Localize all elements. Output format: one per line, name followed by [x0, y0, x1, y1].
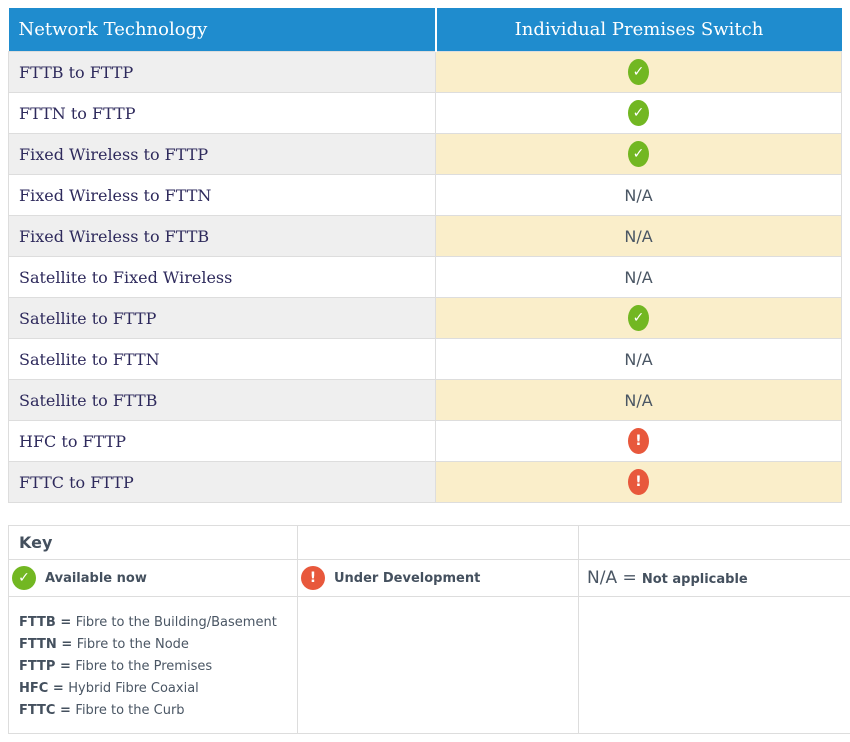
- check-icon: ✓: [628, 141, 649, 167]
- table-row: Satellite to FTTP ✓: [9, 298, 842, 339]
- network-technology-cell: Satellite to FTTP: [9, 298, 436, 339]
- table-row: Satellite to Fixed Wireless N/A: [9, 257, 842, 298]
- exclamation-icon: !: [301, 566, 325, 590]
- legend-available: ✓ Available now: [9, 560, 298, 597]
- table-row: FTTB to FTTP ✓: [9, 52, 842, 93]
- status-cell: ✓: [436, 93, 842, 134]
- check-icon: ✓: [12, 566, 36, 590]
- status-cell: ✓: [436, 52, 842, 93]
- definition-line: HFC = Hybrid Fibre Coaxial: [19, 678, 287, 700]
- legend-available-label: Available now: [45, 571, 147, 586]
- status-cell: N/A: [436, 339, 842, 380]
- exclamation-icon: !: [628, 428, 649, 454]
- empty-cell: [579, 597, 850, 734]
- network-technology-cell: Fixed Wireless to FTTB: [9, 216, 436, 257]
- status-cell: ✓: [436, 298, 842, 339]
- na-label: N/A: [624, 186, 652, 205]
- network-technology-cell: HFC to FTTP: [9, 421, 436, 462]
- definition-line: FTTC = Fibre to the Curb: [19, 700, 287, 722]
- check-icon: ✓: [628, 100, 649, 126]
- status-cell: N/A: [436, 380, 842, 421]
- network-technology-cell: Satellite to FTTN: [9, 339, 436, 380]
- definition-line: FTTB = Fibre to the Building/Basement: [19, 612, 287, 634]
- definition-line: FTTN = Fibre to the Node: [19, 634, 287, 656]
- na-label: N/A: [624, 391, 652, 410]
- network-technology-cell: Fixed Wireless to FTTP: [9, 134, 436, 175]
- legend-not-applicable-label: Not applicable: [642, 572, 748, 587]
- network-technology-cell: Fixed Wireless to FTTN: [9, 175, 436, 216]
- empty-cell: [298, 526, 579, 560]
- table-row: Fixed Wireless to FTTB N/A: [9, 216, 842, 257]
- network-technology-cell: FTTN to FTTP: [9, 93, 436, 134]
- network-technology-cell: FTTC to FTTP: [9, 462, 436, 503]
- status-cell: N/A: [436, 257, 842, 298]
- status-cell: !: [436, 462, 842, 503]
- check-icon: ✓: [628, 305, 649, 331]
- empty-cell: [579, 526, 850, 560]
- network-technology-cell: Satellite to Fixed Wireless: [9, 257, 436, 298]
- table-row: Satellite to FTTB N/A: [9, 380, 842, 421]
- network-technology-cell: FTTB to FTTP: [9, 52, 436, 93]
- key-title-row: Key: [9, 526, 850, 560]
- header-individual-premises-switch: Individual Premises Switch: [436, 8, 842, 52]
- status-cell: ✓: [436, 134, 842, 175]
- na-label: N/A: [624, 350, 652, 369]
- table-row: Satellite to FTTN N/A: [9, 339, 842, 380]
- table-row: Fixed Wireless to FTTP ✓: [9, 134, 842, 175]
- na-label: N/A: [624, 268, 652, 287]
- status-cell: N/A: [436, 175, 842, 216]
- legend-not-applicable: N/A = Not applicable: [579, 560, 850, 597]
- main-table-body: FTTB to FTTP✓FTTN to FTTP✓Fixed Wireless…: [9, 52, 842, 503]
- status-cell: N/A: [436, 216, 842, 257]
- status-cell: !: [436, 421, 842, 462]
- network-technology-table: Network Technology Individual Premises S…: [8, 8, 842, 503]
- key-title: Key: [9, 526, 298, 560]
- header-network-technology: Network Technology: [9, 8, 436, 52]
- table-row: HFC to FTTP!: [9, 421, 842, 462]
- exclamation-icon: !: [628, 469, 649, 495]
- definition-line: FTTP = Fibre to the Premises: [19, 656, 287, 678]
- na-prefix: N/A =: [587, 568, 637, 588]
- legend-under-development: ! Under Development: [298, 560, 579, 597]
- na-label: N/A: [624, 227, 652, 246]
- key-legend-row: ✓ Available now ! Under Development N/A …: [9, 560, 850, 597]
- table-row: Fixed Wireless to FTTN N/A: [9, 175, 842, 216]
- table-row: FTTC to FTTP!: [9, 462, 842, 503]
- table-row: FTTN to FTTP ✓: [9, 93, 842, 134]
- network-technology-cell: Satellite to FTTB: [9, 380, 436, 421]
- check-icon: ✓: [628, 59, 649, 85]
- empty-cell: [298, 597, 579, 734]
- legend-under-development-label: Under Development: [334, 571, 480, 586]
- header-row: Network Technology Individual Premises S…: [9, 8, 842, 52]
